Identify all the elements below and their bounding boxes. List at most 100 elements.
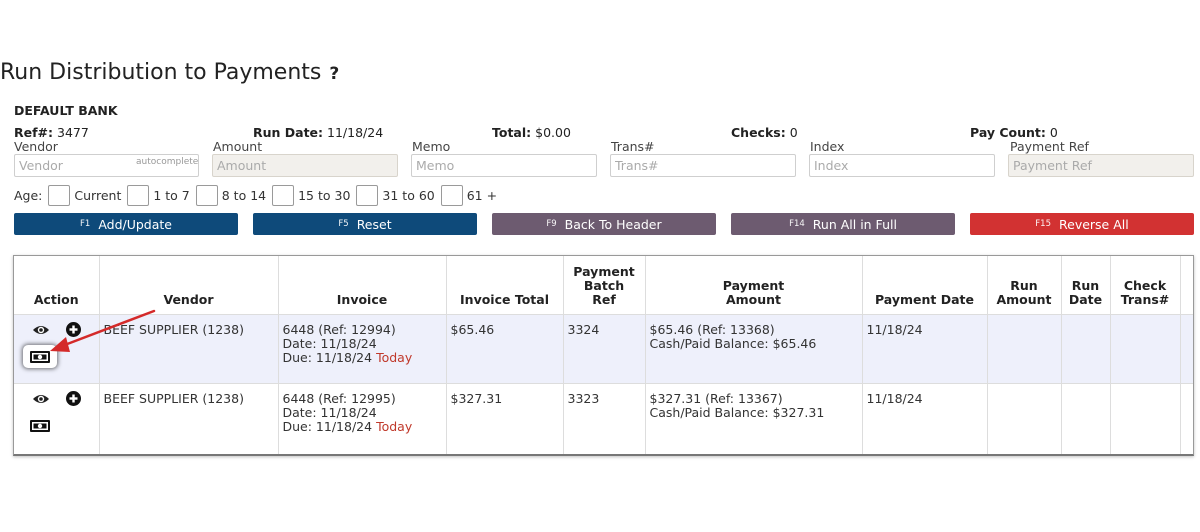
back-to-header-fkey: F9 [546,219,557,229]
run-date-label: Run Date: [253,125,324,140]
col-payment-batch-ref-line2: Batch [583,277,625,293]
payment-amount: $65.46 (Ref: 13368) [649,321,775,337]
reset-button[interactable]: F5 Reset [253,213,477,235]
age-checkbox-31-to-60[interactable] [356,184,379,206]
autocomplete-hint: autocomplete [136,157,199,167]
invoice-date: Date: 11/18/24 [282,335,377,351]
payment-ref-label: Payment Ref [1010,139,1089,154]
back-to-header-label: Back To Header [564,216,662,232]
age-label: Age: [14,187,43,203]
back-to-header-button[interactable]: F9 Back To Header [492,213,716,235]
reverse-all-button[interactable]: F15 Reverse All [970,213,1194,235]
col-payment-date[interactable]: Payment Date [862,256,988,314]
vendor-label: Vendor [14,139,58,154]
payment-batch-ref-cell: 3323 [563,382,646,454]
cash-icon[interactable] [30,350,50,363]
total-label: Total: [492,125,532,140]
checks-label: Checks: [731,125,786,140]
age-checkbox-15-to-30[interactable] [272,184,295,206]
help-icon[interactable]: ? [329,64,340,84]
run-all-in-full-button[interactable]: F14 Run All in Full [731,213,955,235]
due-today-flag: Today [376,349,413,365]
payment-ref-input[interactable] [1008,154,1194,177]
invoice-due-date: Due: 11/18/24 [282,418,373,434]
add-update-label: Add/Update [98,216,172,232]
due-today-flag: Today [376,418,413,434]
memo-label: Memo [412,139,451,154]
ref-label: Ref#: [14,125,54,140]
vendor-cell[interactable]: BEEF SUPPLIER (1238) [99,313,279,383]
total-value: $0.00 [535,125,571,140]
table-row[interactable]: BEEF SUPPLIER (1238) 6448 (Ref: 12995) D… [14,382,1193,454]
page-title: Run Distribution to Payments? [0,60,339,85]
amount-input[interactable] [212,154,398,177]
add-update-button[interactable]: F1 Add/Update [14,213,238,235]
trans-input[interactable] [610,154,796,177]
age-checkbox-8-to-14[interactable] [195,184,218,206]
invoice-date: Date: 11/18/24 [282,404,377,420]
col-invoice-total[interactable]: Invoice Total [446,256,564,314]
index-input[interactable] [809,154,995,177]
run-date-cell [1061,382,1111,454]
payment-batch-ref-cell: 3324 [563,313,646,383]
col-run-amount-line1: Run [1010,277,1038,293]
invoice-line: 6448 (Ref: 12995) [282,390,396,406]
col-payment-amount-line1: Payment [722,277,785,293]
invoice-total-cell: $327.31 [446,382,564,454]
age-option-1-to-7: 1 to 7 [153,187,190,203]
reverse-all-label: Reverse All [1059,216,1129,232]
index-label: Index [810,139,845,154]
col-run-amount-line2: Amount [996,291,1052,307]
run-amount-cell [987,382,1062,454]
age-checkbox-1-to-7[interactable] [127,184,150,206]
payment-amount-cell: $327.31 (Ref: 13367) Cash/Paid Balance: … [645,382,863,454]
add-update-fkey: F1 [80,219,91,229]
col-run-date-line1: Run [1071,277,1100,293]
col-vendor[interactable]: Vendor [99,256,279,314]
spacer-cell [1180,313,1193,383]
payments-table: Action Vendor Invoice Invoice Total Paym… [13,255,1194,456]
cash-icon[interactable] [30,419,50,432]
trans-label: Trans# [611,139,655,154]
plus-circle-icon[interactable] [66,321,81,337]
col-run-date[interactable]: Run Date [1061,256,1111,314]
invoice-total-cell: $65.46 [446,313,564,383]
col-payment-amount-line2: Amount [725,291,782,307]
run-all-in-full-label: Run All in Full [812,216,897,232]
invoice-due: Due: 11/18/24 Today [282,418,442,434]
col-invoice[interactable]: Invoice [278,256,447,314]
vendor-cell[interactable]: BEEF SUPPLIER (1238) [99,382,279,454]
memo-input[interactable] [411,154,597,177]
age-checkbox-current[interactable] [48,184,71,206]
invoice-due-date: Due: 11/18/24 [282,349,373,365]
reset-fkey: F5 [338,219,349,229]
age-option-current: Current [74,187,122,203]
payment-date-cell: 11/18/24 [862,382,988,454]
vendor-input[interactable] [14,154,199,177]
age-filter: Age: Current 1 to 7 8 to 14 15 to 30 31 … [14,184,499,206]
payment-amount-cell: $65.46 (Ref: 13368) Cash/Paid Balance: $… [645,313,863,383]
table-row[interactable]: BEEF SUPPLIER (1238) 6448 (Ref: 12994) D… [14,313,1193,383]
col-run-amount[interactable]: Run Amount [987,256,1062,314]
run-date-info: Run Date: 11/18/24 [253,125,383,140]
eye-icon[interactable] [32,393,50,405]
action-cell [14,313,100,383]
action-cell [14,382,100,454]
invoice-line: 6448 (Ref: 12994) [282,321,396,337]
ref-info: Ref#: 3477 [14,125,89,140]
col-check-trans[interactable]: Check Trans# [1110,256,1181,314]
col-payment-batch-ref[interactable]: Payment Batch Ref [563,256,646,314]
invoice-cell: 6448 (Ref: 12994) Date: 11/18/24 Due: 11… [278,313,447,383]
col-action: Action [14,256,100,314]
payment-amount: $327.31 (Ref: 13367) [649,390,783,406]
age-checkbox-61-plus[interactable] [440,184,463,206]
col-run-date-line2: Date [1068,291,1103,307]
age-option-8-to-14: 8 to 14 [221,187,267,203]
payment-balance: Cash/Paid Balance: $65.46 [649,335,817,351]
col-spacer [1180,256,1193,314]
amount-label: Amount [213,139,263,154]
col-payment-amount[interactable]: Payment Amount [645,256,863,314]
eye-icon[interactable] [32,324,50,336]
plus-circle-icon[interactable] [66,390,81,406]
age-option-31-to-60: 31 to 60 [382,187,435,203]
